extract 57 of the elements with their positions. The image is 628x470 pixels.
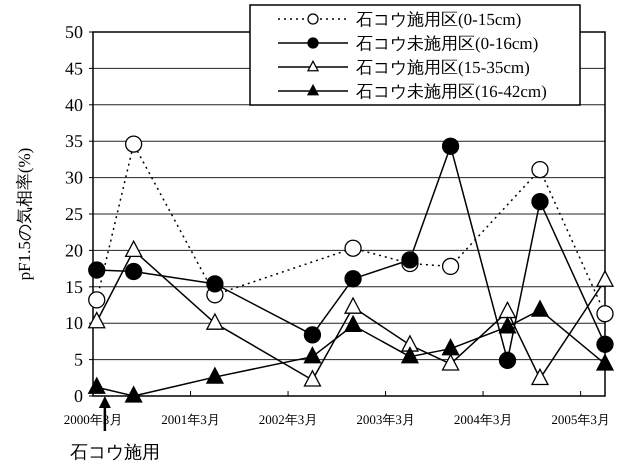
point (498, 302, 516, 318)
point (442, 138, 460, 155)
point (596, 305, 614, 322)
point (531, 192, 549, 210)
y-tick-label: 25 (65, 204, 83, 224)
y-tick-label: 50 (65, 22, 83, 42)
point (596, 354, 614, 371)
point (344, 240, 362, 257)
point (124, 386, 142, 403)
point (498, 352, 516, 369)
point (498, 316, 516, 334)
y-tick-label: 30 (65, 168, 83, 188)
x-tick-label: 2004年3月 (454, 412, 512, 427)
point (206, 275, 224, 293)
point (442, 258, 460, 276)
x-tick-label: 2001年3月 (161, 412, 220, 427)
y-tick-label: 10 (65, 313, 83, 334)
point (596, 336, 614, 353)
y-tick-label: 5 (74, 350, 83, 370)
y-tick-label: 20 (65, 240, 83, 260)
point (344, 297, 362, 314)
x-tick-label: 2005年3月 (551, 412, 610, 427)
point (304, 370, 322, 387)
y-tick-label: 40 (65, 94, 83, 115)
point (442, 338, 460, 356)
y-tick-label: 45 (65, 58, 83, 78)
point (88, 377, 106, 394)
point (124, 262, 142, 280)
y-tick-label: 15 (65, 276, 83, 297)
y-tick-label: 0 (74, 386, 83, 406)
x-tick-label: 2003年3月 (356, 412, 415, 427)
point (124, 240, 142, 258)
legend-label: 石コウ未施用区(16-42cm) (356, 82, 547, 101)
point (401, 251, 419, 269)
legend-label: 石コウ施用区(15-35cm) (356, 58, 530, 77)
point (344, 316, 362, 332)
legend-label: 石コウ施用区(0-15cm) (356, 10, 522, 29)
point (304, 346, 322, 364)
point (206, 313, 224, 330)
point (88, 312, 106, 328)
point (88, 291, 106, 309)
y-tick-label: 35 (65, 131, 83, 152)
point (531, 368, 549, 386)
point (596, 270, 614, 287)
point (401, 346, 419, 364)
point (531, 300, 549, 317)
point (88, 261, 106, 279)
x-tick-label: 2002年3月 (258, 412, 318, 427)
point (531, 160, 549, 178)
point (124, 135, 142, 153)
point (304, 326, 322, 344)
legend-label: 石コウ未施用区(0-16cm) (356, 34, 538, 53)
point (442, 354, 460, 371)
point (344, 270, 362, 288)
point (206, 367, 224, 384)
y-axis-title: pF1.5の気相率(%) (15, 148, 34, 280)
annotation: 石コウ施用 (70, 442, 160, 462)
